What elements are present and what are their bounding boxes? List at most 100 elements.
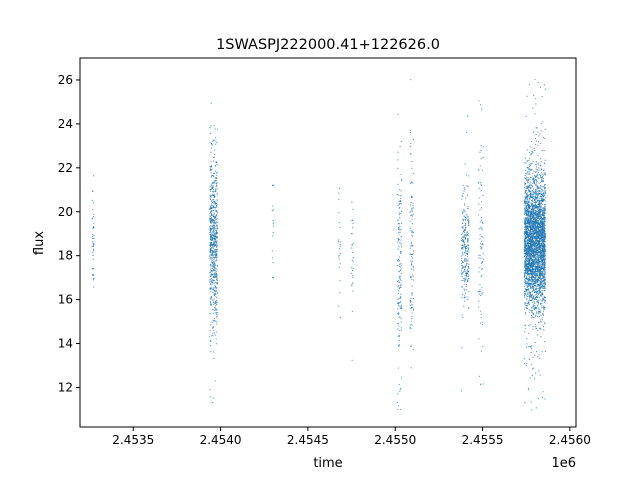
data-point <box>216 245 218 247</box>
data-point <box>211 250 214 252</box>
data-point <box>535 98 537 100</box>
data-point <box>530 196 532 198</box>
data-point <box>465 174 467 176</box>
data-point <box>527 180 529 182</box>
data-point <box>538 290 540 292</box>
data-point <box>93 222 95 224</box>
data-point <box>398 325 400 327</box>
data-point <box>525 210 527 212</box>
data-point <box>541 267 543 269</box>
data-point <box>533 280 535 282</box>
data-point <box>464 251 466 254</box>
data-point <box>534 259 536 261</box>
data-point <box>544 300 546 302</box>
data-point <box>528 260 530 262</box>
data-point <box>409 220 411 222</box>
data-point <box>209 291 211 293</box>
data-point <box>526 215 528 217</box>
data-point <box>532 208 534 210</box>
data-point <box>412 139 415 141</box>
data-point <box>533 182 535 184</box>
data-point <box>537 162 539 164</box>
data-point <box>209 228 212 230</box>
data-point <box>464 269 466 271</box>
data-point <box>530 252 532 254</box>
data-point <box>523 221 526 223</box>
data-point <box>543 307 546 309</box>
data-point <box>529 270 531 272</box>
data-point <box>212 300 214 302</box>
data-point <box>531 294 533 297</box>
data-point <box>398 280 400 282</box>
data-point <box>210 102 212 104</box>
data-point <box>339 246 341 248</box>
data-point <box>212 140 214 143</box>
data-point <box>397 408 399 411</box>
data-point <box>532 151 534 153</box>
data-point <box>351 272 353 274</box>
data-point <box>532 161 534 163</box>
data-point <box>216 279 218 281</box>
data-point <box>529 213 531 215</box>
data-point <box>540 215 542 217</box>
data-point <box>535 372 537 374</box>
data-point <box>478 203 480 205</box>
data-point <box>541 292 543 294</box>
data-point <box>215 316 218 318</box>
data-point <box>544 237 546 240</box>
data-point <box>466 231 469 233</box>
data-point <box>526 186 529 188</box>
data-point <box>411 294 413 296</box>
data-point <box>479 283 481 286</box>
data-point <box>482 169 484 171</box>
data-point <box>480 145 482 147</box>
data-point <box>209 190 212 192</box>
data-point <box>461 255 463 257</box>
data-point <box>538 177 540 180</box>
data-point <box>536 301 538 303</box>
data-point <box>535 223 537 225</box>
data-point <box>92 279 95 281</box>
data-point <box>535 282 538 284</box>
data-point <box>532 270 535 272</box>
data-point <box>462 192 464 194</box>
data-point <box>531 222 533 224</box>
data-point <box>214 292 216 294</box>
data-point <box>465 234 467 236</box>
data-point <box>529 299 532 302</box>
data-point <box>530 268 532 271</box>
data-point <box>465 233 468 235</box>
data-point <box>543 186 545 188</box>
data-point <box>524 271 527 273</box>
data-point <box>411 207 413 209</box>
data-point <box>540 269 542 271</box>
data-point <box>535 407 537 409</box>
data-point <box>479 104 482 106</box>
data-point <box>533 219 535 221</box>
data-point <box>400 179 403 182</box>
data-point <box>526 307 528 309</box>
data-point <box>398 305 400 307</box>
data-point <box>524 296 526 298</box>
data-point <box>537 213 539 215</box>
data-point <box>211 190 214 192</box>
data-point <box>539 207 541 209</box>
data-point <box>543 192 546 194</box>
data-point <box>213 332 216 334</box>
data-point <box>209 197 211 199</box>
data-point <box>531 224 534 226</box>
data-point <box>536 295 538 297</box>
data-point <box>526 222 528 224</box>
data-point <box>410 79 412 81</box>
data-point <box>527 302 530 304</box>
data-point <box>537 223 539 225</box>
data-point <box>400 229 402 231</box>
data-point <box>542 252 545 254</box>
data-point <box>535 270 537 272</box>
data-point <box>526 303 528 305</box>
data-point <box>531 184 533 186</box>
data-point <box>412 348 414 351</box>
data-point <box>211 185 214 187</box>
data-point <box>544 188 546 190</box>
